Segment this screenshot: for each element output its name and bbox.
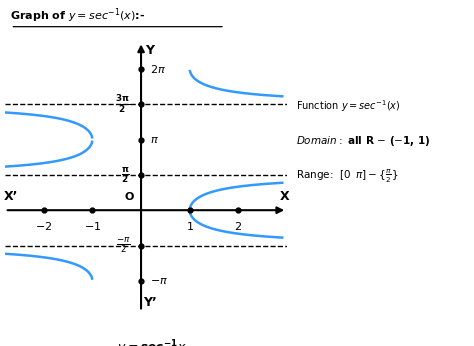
Text: $-1$: $-1$ (84, 220, 101, 232)
Text: O: O (124, 192, 134, 202)
Text: X: X (280, 190, 290, 203)
Text: Range:  $[0\;\;\pi] - \{\frac{\pi}{2}\}$: Range: $[0\;\;\pi] - \{\frac{\pi}{2}\}$ (296, 168, 399, 185)
Text: $-2$: $-2$ (35, 220, 52, 232)
Text: $\pi$: $\pi$ (150, 135, 159, 145)
Text: X’: X’ (3, 190, 18, 203)
Text: $\mathit{Domain:}$ all R $-$ ($-$1, 1): $\mathit{Domain:}$ all R $-$ ($-$1, 1) (296, 134, 430, 148)
Text: Function $y = sec^{-1}(x)$: Function $y = sec^{-1}(x)$ (296, 98, 401, 114)
Text: $1$: $1$ (186, 220, 194, 232)
Text: $\frac{-\pi}{2}$: $\frac{-\pi}{2}$ (116, 236, 130, 255)
Text: Y’: Y’ (143, 296, 157, 309)
Text: Graph of $y = \mathit{sec}^{-1}(x)$:-: Graph of $y = \mathit{sec}^{-1}(x)$:- (10, 7, 146, 25)
Text: $2$: $2$ (235, 220, 242, 232)
Text: $\mathbf{\frac{\pi}{2}}$: $\mathbf{\frac{\pi}{2}}$ (121, 165, 130, 184)
Text: Y: Y (146, 44, 155, 57)
Text: $y = \mathbf{sec^{-1}}x$: $y = \mathbf{sec^{-1}}x$ (117, 338, 186, 346)
Text: $-\pi$: $-\pi$ (150, 276, 168, 286)
Text: $2\pi$: $2\pi$ (150, 63, 166, 75)
Text: $\mathbf{\frac{3\pi}{2}}$: $\mathbf{\frac{3\pi}{2}}$ (115, 93, 130, 115)
